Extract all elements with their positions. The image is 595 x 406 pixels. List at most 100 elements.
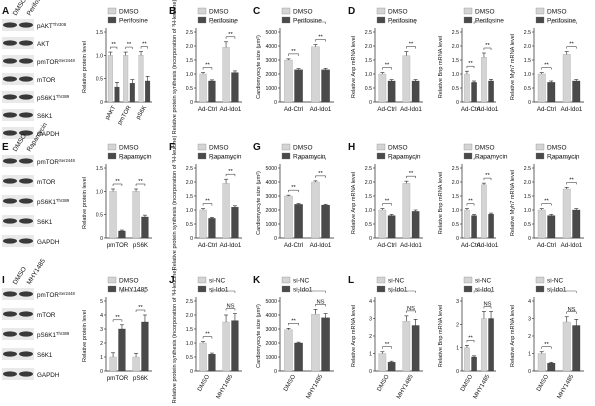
- bar: [387, 80, 396, 103]
- y-tick-label: 2.5: [524, 166, 531, 172]
- bar-chart-panel: D DMSO Perifosine Relative Anp mRNA level 0 0…: [348, 6, 423, 113]
- panel-letter: G: [253, 142, 261, 153]
- bar: [294, 69, 303, 103]
- x-tick-label: Ad-Ido1: [477, 242, 499, 249]
- blot-band: [19, 311, 33, 317]
- bar: [294, 204, 303, 239]
- significance-bracket: [566, 311, 577, 314]
- significance-marker: **: [385, 342, 390, 348]
- blot-band: [3, 112, 17, 118]
- legend-swatch: [376, 16, 386, 24]
- y-tick-label: 3000: [265, 327, 277, 333]
- y-tick-label: 1.0: [452, 72, 459, 78]
- x-tick-label: MHY1485: [306, 373, 325, 400]
- bar: [231, 320, 239, 372]
- y-tick-label: 0.5: [524, 222, 531, 228]
- significance-marker: **: [485, 43, 490, 49]
- blot-band: [3, 238, 17, 244]
- legend-label: Rapamycin: [547, 154, 580, 161]
- blot-band: [19, 218, 33, 224]
- legend-swatch: [197, 285, 207, 293]
- significance-bracket: [288, 53, 299, 56]
- bar: [378, 209, 387, 239]
- y-tick-label: 0: [528, 100, 531, 106]
- y-tick-label: 2: [456, 322, 459, 328]
- bar: [562, 54, 571, 103]
- legend-label: DMSO: [119, 145, 139, 152]
- legend-label: Perifosine: [547, 18, 576, 25]
- blot-band: [3, 198, 17, 204]
- y-tick-label: 1.5: [96, 166, 103, 172]
- blot-strip: [2, 19, 34, 31]
- significance-bracket: [112, 183, 123, 186]
- bar: [109, 191, 117, 239]
- comparison-bracket: [211, 21, 236, 24]
- significance-bracket: [406, 310, 416, 313]
- legend-label: Rapamycin: [119, 154, 152, 161]
- x-tick-label: DMSO: [536, 374, 550, 393]
- bar: [222, 47, 230, 103]
- bar-chart-panel: DMSO Perifosine Relative protein level 0 0.5…: [82, 7, 152, 126]
- band-label: pS6K1Thr389: [37, 198, 70, 207]
- y-tick-label: 0: [190, 369, 193, 375]
- comparison-bracket: [211, 290, 236, 293]
- legend-label: si-NC: [293, 278, 310, 285]
- bar: [284, 329, 293, 372]
- blot-band: [19, 94, 33, 100]
- bar: [464, 209, 470, 239]
- blot-band: [19, 178, 33, 184]
- y-tick-label: 1.0: [186, 72, 193, 78]
- bar: [141, 321, 149, 372]
- y-tick-label: 1: [369, 352, 372, 358]
- bar: [222, 183, 230, 239]
- y-tick-label: 1.0: [96, 189, 103, 195]
- panel-letter: J: [169, 275, 175, 286]
- legend-swatch: [107, 276, 117, 284]
- bar: [208, 354, 216, 372]
- band-label: S6K1: [37, 219, 53, 226]
- bar: [378, 73, 387, 103]
- legend-swatch: [535, 7, 545, 15]
- y-tick-label: 5000: [265, 30, 277, 36]
- significance-bracket: [135, 309, 146, 312]
- legend-label: si-NC: [388, 278, 405, 285]
- bar: [109, 356, 117, 372]
- band-label-superscript: Thr389: [56, 198, 70, 203]
- blot-strip: [2, 195, 34, 207]
- comparison-bracket: [298, 157, 326, 160]
- significance-bracket: [382, 203, 392, 206]
- bar: [284, 59, 293, 103]
- blot-band: [19, 76, 33, 82]
- comparison-bracket: [211, 157, 236, 160]
- bar-chart-panel: si-NC si-Ido1 Relative Bnp mRNA level 0 1 2 3 *…: [438, 276, 496, 400]
- bar: [199, 209, 207, 239]
- x-tick-label: Ad-Ctrl: [198, 242, 217, 249]
- y-axis-label: Relative protein synthesis (incorporatio…: [172, 269, 178, 404]
- comparison-bracket: [391, 21, 416, 24]
- bar-chart-panel: DMSO Perifosine Relative Bnp mRNA level 0 0.…: [438, 7, 504, 113]
- significance-marker: **: [544, 199, 549, 205]
- bar-chart-panel: DMSO Rapamycin Relative Bnp mRNA level 0 0.5…: [438, 143, 508, 249]
- blot-strip: [2, 109, 34, 121]
- bar: [222, 321, 230, 372]
- x-tick-label: DMSO: [377, 374, 391, 393]
- bar: [411, 80, 420, 103]
- bar: [231, 207, 239, 239]
- band-label-superscript: Thr389: [56, 94, 70, 99]
- y-axis-label: Relative Myh7 mRNA level: [510, 34, 516, 100]
- significance-bracket: [382, 67, 392, 70]
- comparison-bracket: [473, 290, 492, 293]
- comparison-bracket: [121, 157, 146, 160]
- blot-band: [3, 40, 17, 46]
- bar-chart-panel: DMSO Perifosine Relative Myh7 mRNA level 0 0…: [510, 7, 584, 113]
- legend-swatch: [197, 152, 207, 160]
- bar: [138, 55, 144, 103]
- legend-swatch: [535, 143, 545, 151]
- x-tick-label: pmTOR: [107, 242, 129, 249]
- legend-swatch: [107, 16, 117, 24]
- y-tick-label: 2.0: [365, 180, 372, 186]
- band-label: S6K1: [37, 352, 53, 359]
- y-tick-label: 3000: [265, 58, 277, 64]
